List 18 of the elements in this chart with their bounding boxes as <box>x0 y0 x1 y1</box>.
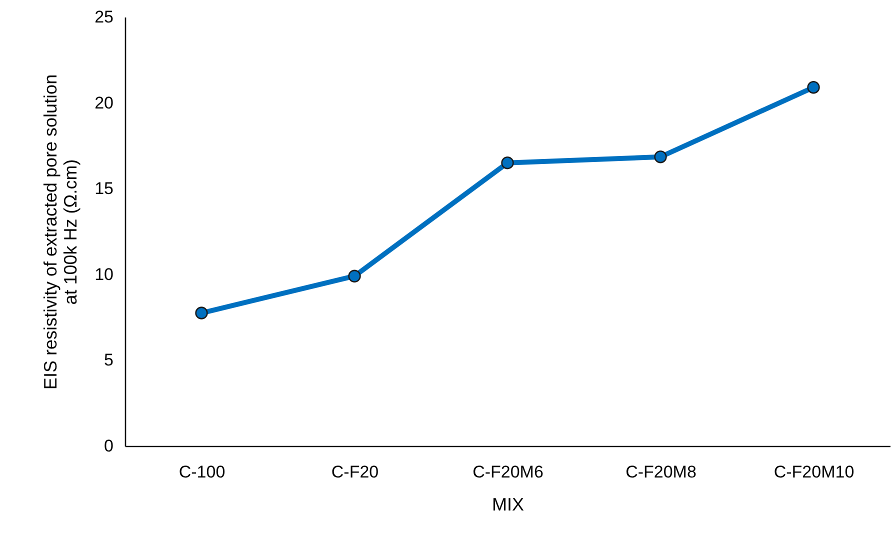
point <box>195 306 208 320</box>
x-axis-title: MIX <box>492 494 524 514</box>
point <box>501 156 514 170</box>
y-tick-label: 20 <box>94 93 114 112</box>
x-tick-label: C-F20M6 <box>472 462 544 482</box>
x-tick-label: C-F20 <box>331 462 379 482</box>
y-axis-title: EIS resistivity of extracted pore solution at 100k Hz (Ω.cm) <box>40 74 81 390</box>
y-tick-label: 25 <box>94 8 114 26</box>
x-tick-label: C-F20M10 <box>774 462 854 482</box>
x-tick-label: C-F20M8 <box>626 462 696 482</box>
point <box>807 81 820 94</box>
y-tick-label: 15 <box>94 179 114 198</box>
y-tick-label: 0 <box>104 436 114 456</box>
x-tick-label: C-100 <box>178 462 226 482</box>
point <box>654 150 667 164</box>
point <box>348 270 361 282</box>
y-tick-label: 10 <box>94 264 114 284</box>
y-tick-label: 5 <box>104 350 114 370</box>
